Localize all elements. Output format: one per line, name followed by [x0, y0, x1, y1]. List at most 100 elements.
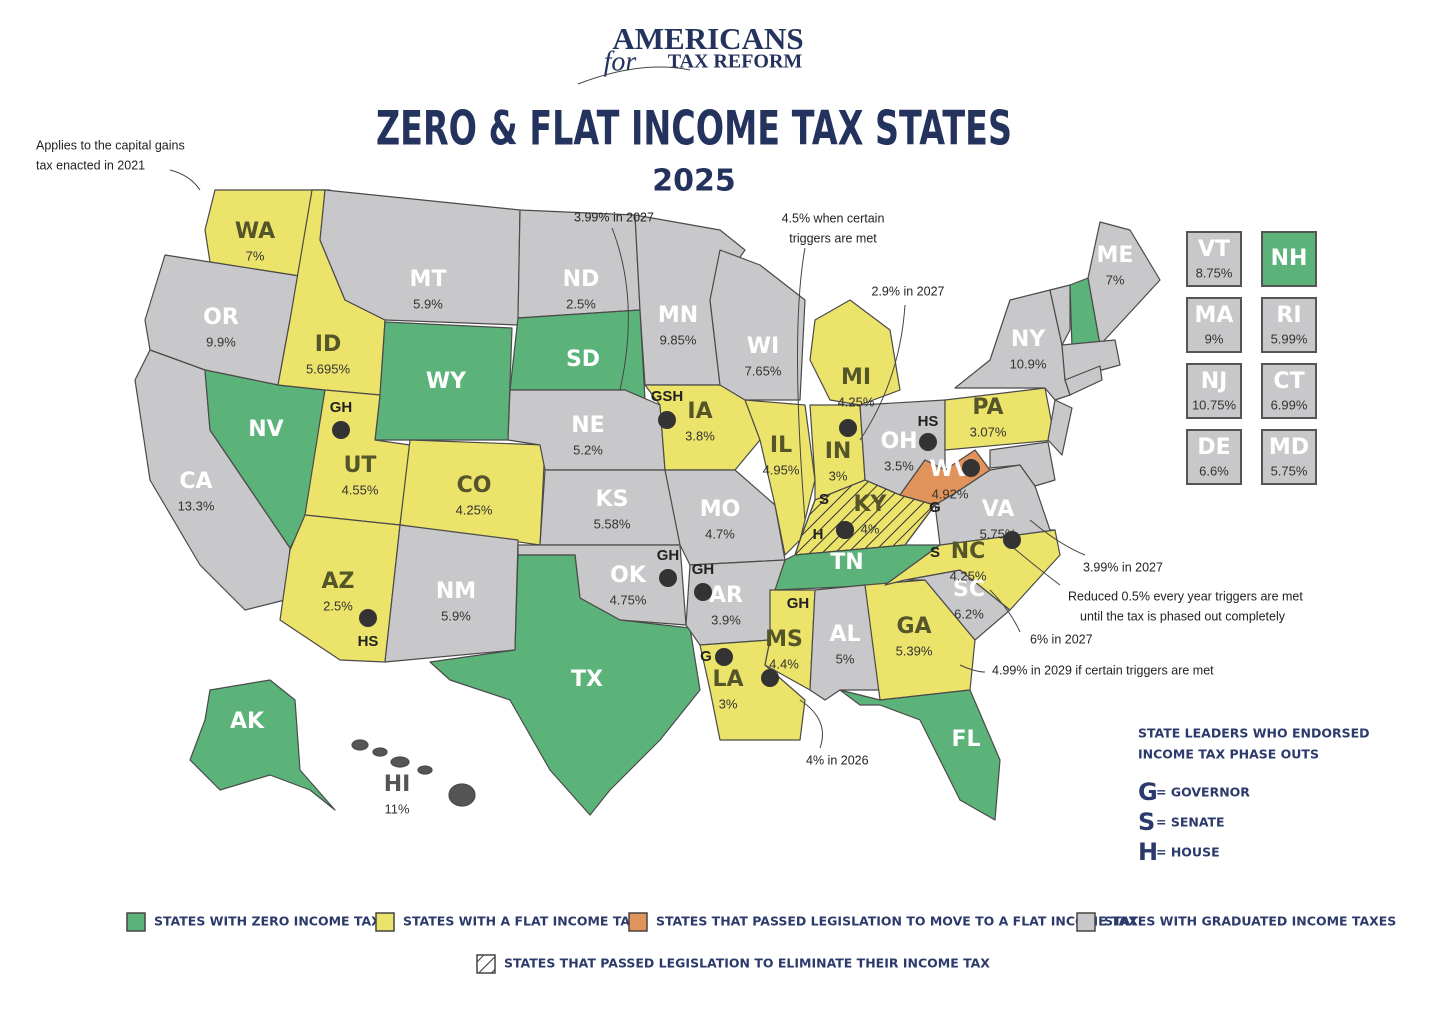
inset-box [1186, 297, 1242, 353]
state-shape [989, 441, 1056, 487]
logo-swash [577, 66, 691, 85]
state-shape [709, 249, 806, 401]
endorse-label: H [813, 526, 824, 543]
state-rate: 4.95% [763, 462, 800, 477]
endorse-dot [839, 419, 857, 437]
state-shape [744, 399, 816, 556]
arrow [169, 169, 201, 191]
state-abbr: CO [457, 473, 492, 498]
state-rate: 2.5% [323, 598, 353, 613]
arrow [1029, 519, 1086, 556]
key-text: = HOUSE [1156, 845, 1220, 860]
endorse-label: S [819, 491, 829, 508]
inset-abbr: DE [1197, 435, 1230, 460]
key-text: = SENATE [1156, 815, 1225, 830]
annotation: Applies to the capital gains [36, 138, 185, 152]
state-rate: 13.3% [178, 498, 215, 513]
state-rate: 7.65% [745, 363, 782, 378]
state-abbr: NY [1011, 327, 1046, 352]
state-rate: 4.92% [932, 486, 969, 501]
endorse-dot [919, 433, 937, 451]
key-title: INCOME TAX PHASE OUTS [1138, 747, 1319, 762]
state-rate: 4.25% [838, 394, 875, 409]
inset-rate: 6.6% [1199, 463, 1229, 478]
state-shape [374, 321, 513, 441]
annotation: Reduced 0.5% every year triggers are met [1068, 589, 1303, 603]
inset-rate: 6.99% [1271, 397, 1308, 412]
state-shape [1049, 284, 1071, 346]
state-shape [809, 299, 901, 406]
state-shape [189, 679, 336, 811]
state-abbr: MO [700, 497, 741, 522]
inset-box [1261, 363, 1317, 419]
state-abbr: AZ [322, 569, 355, 594]
state-abbr: KY [854, 492, 888, 517]
state-shape [1047, 399, 1073, 456]
annotation: tax enacted in 2021 [36, 158, 145, 172]
logo: AMERICANS for TAX REFORM [577, 21, 804, 85]
annotation: 6% in 2027 [1030, 632, 1093, 646]
state-abbr: TN [830, 550, 863, 575]
inset-abbr: MD [1269, 435, 1309, 460]
state-abbr: IN [825, 439, 852, 464]
state-abbr: LA [712, 667, 743, 692]
inset-rate: 5.75% [1271, 463, 1308, 478]
key-letter: G [1138, 778, 1158, 806]
inset-box [1186, 429, 1242, 485]
endorse-label: G [929, 499, 941, 516]
inset-rate: 9% [1205, 331, 1224, 346]
state-abbr: MI [841, 365, 871, 390]
state-rate: 4.25% [456, 502, 493, 517]
endorse-label: GH [330, 399, 353, 416]
state-abbr: WY [426, 369, 467, 394]
state-abbr: GA [896, 614, 931, 639]
state-rate: 4.25% [950, 568, 987, 583]
endorse-dot [332, 421, 350, 439]
state-rate: 7% [1106, 272, 1125, 287]
state-abbr: PA [972, 395, 1003, 420]
state-rate: 5.695% [306, 361, 351, 376]
state-abbr: MS [765, 627, 803, 652]
state-rate: 5.39% [896, 643, 933, 658]
key-letter: S [1138, 808, 1155, 836]
endorse-dot [1003, 531, 1021, 549]
endorse-dot [659, 569, 677, 587]
state-abbr: AR [709, 583, 743, 608]
state-abbr: SD [566, 347, 600, 372]
island [390, 756, 410, 768]
arrow [989, 589, 1021, 633]
annotation: 3.99% in 2027 [574, 210, 654, 224]
state-rate: 3.8% [685, 428, 715, 443]
annotation-arrows [169, 169, 1086, 749]
state-abbr: IL [770, 433, 792, 458]
endorse-label: HS [918, 413, 939, 430]
state-rate: 5.9% [441, 608, 471, 623]
state-shape [1061, 339, 1121, 381]
arrow [611, 227, 629, 391]
arrow [959, 664, 986, 673]
state-rate: 10.9% [1010, 356, 1047, 371]
endorse-label: GH [787, 595, 810, 612]
state-abbr: NM [436, 579, 476, 604]
key-text: = GOVERNOR [1156, 785, 1250, 800]
legend-swatch [375, 912, 395, 932]
inset-abbr: MA [1195, 303, 1234, 328]
title: ZERO & FLAT INCOME TAX STATES [376, 102, 1012, 157]
legend-swatch [476, 954, 496, 974]
state-abbr: MN [658, 303, 698, 328]
island [351, 739, 369, 751]
state-rate: 9.9% [206, 334, 236, 349]
logo-script: for [604, 46, 637, 77]
state-abbr: MT [410, 267, 447, 292]
inset-abbr: CT [1273, 369, 1304, 394]
state-abbr: KS [596, 487, 629, 512]
annotation: 2.9% in 2027 [872, 284, 945, 298]
logo-line1: AMERICANS [612, 21, 803, 56]
inset-box [1186, 363, 1242, 419]
legend-label: STATES THAT PASSED LEGISLATION TO ELIMIN… [504, 956, 990, 971]
state-rate: 5.58% [594, 516, 631, 531]
endorse-dot [761, 669, 779, 687]
state-abbr: AK [230, 709, 265, 734]
inset-abbr: NH [1271, 246, 1308, 271]
